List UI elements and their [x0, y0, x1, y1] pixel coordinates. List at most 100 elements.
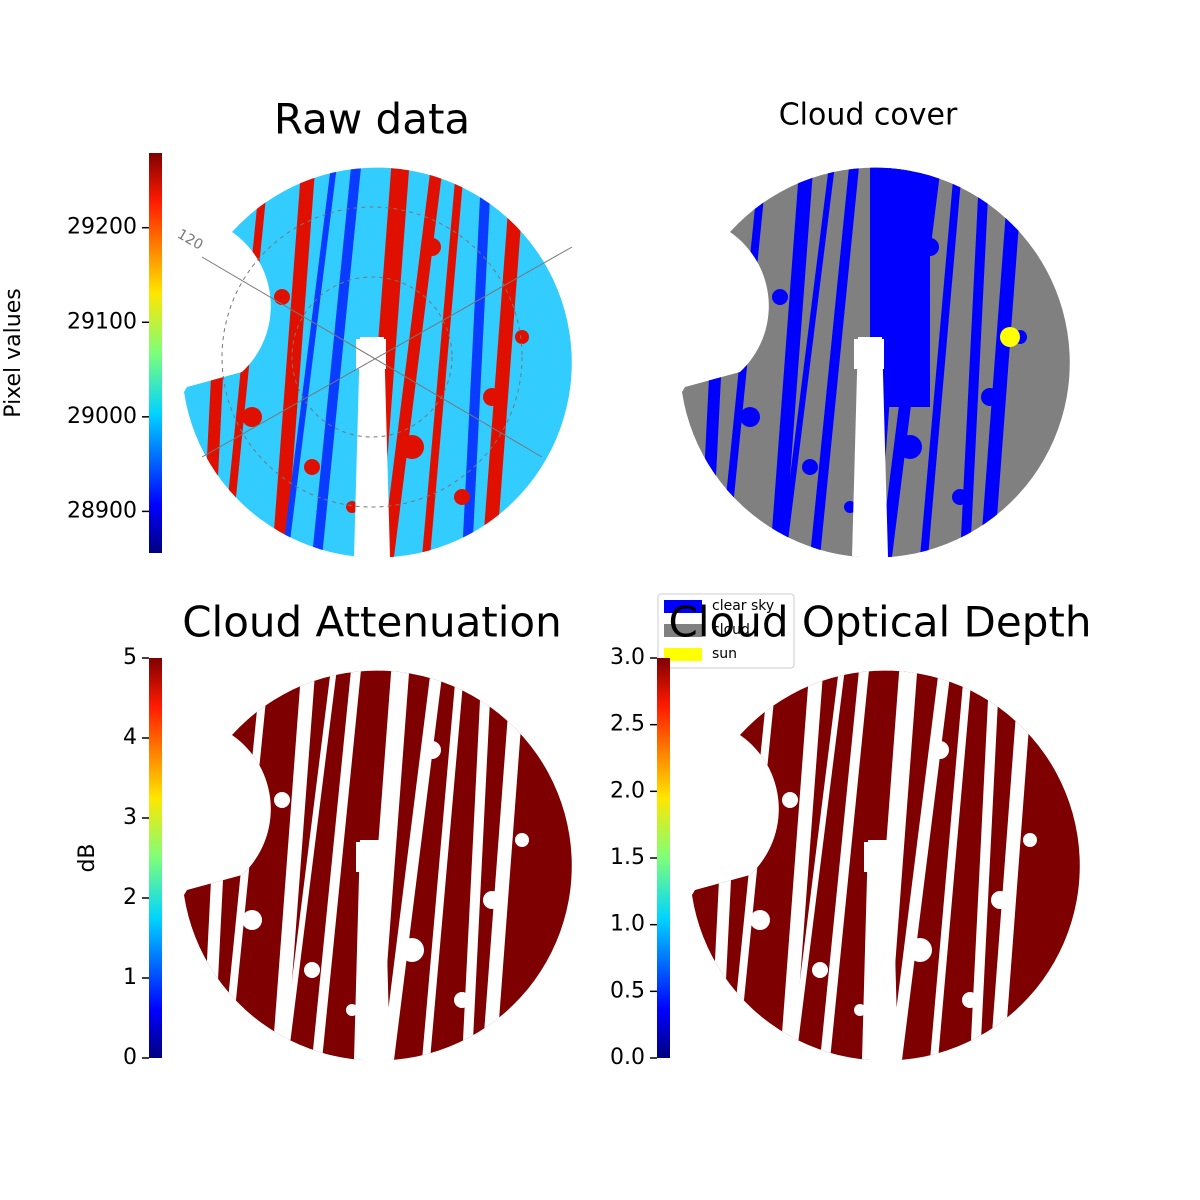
legend-label: cloud	[712, 622, 750, 638]
image-feature	[930, 670, 973, 1060]
legend-swatch	[664, 624, 702, 637]
colorbar-tick-label: 2	[123, 885, 137, 910]
legend-label: clear sky	[712, 598, 774, 614]
image-feature	[483, 388, 501, 406]
image-feature	[454, 489, 470, 505]
image-feature	[713, 350, 727, 364]
image-feature	[772, 289, 788, 305]
image-feature	[482, 670, 526, 1060]
colorbar-tick-label: 2.5	[610, 712, 645, 737]
image-feature	[304, 459, 320, 475]
image-feature	[312, 167, 362, 557]
colorbar-tick-label: 2.0	[610, 778, 645, 803]
image-feature	[483, 891, 501, 909]
image-feature	[304, 962, 320, 978]
colorbar-tick-label: 0	[123, 1045, 137, 1070]
chart-title: Cloud Optical Depth	[669, 598, 1092, 647]
colorbar-tick-label: 0.5	[610, 978, 645, 1003]
colorbar-tick-label: 1.5	[610, 845, 645, 870]
image-feature	[202, 670, 234, 1060]
image-feature	[921, 238, 939, 256]
image-feature	[515, 833, 529, 847]
legend-swatch	[664, 648, 702, 661]
image-feature	[991, 891, 1009, 909]
colorbar-tick-label: 29200	[67, 215, 137, 240]
image-feature	[382, 167, 444, 557]
colorbar-tick-label: 29100	[67, 309, 137, 334]
colorbar-tick-label: 28900	[67, 498, 137, 523]
legend-swatch	[664, 600, 702, 613]
chart-title: Raw data	[274, 95, 470, 144]
colorbar	[657, 658, 670, 1058]
image-feature	[844, 501, 856, 513]
colorbar-tick-label: 1	[123, 965, 137, 990]
image-feature	[282, 670, 338, 1060]
image-feature	[782, 792, 798, 808]
colorbar-tick-label: 29000	[67, 404, 137, 429]
image-feature	[346, 501, 358, 513]
image-feature	[820, 670, 870, 1060]
polar-grid	[201, 246, 573, 458]
image-feature	[908, 938, 932, 962]
image-feature	[750, 910, 770, 930]
mount-mask	[354, 840, 390, 1060]
mount-mask	[864, 842, 894, 872]
mount-mask	[356, 842, 386, 872]
image-feature	[242, 910, 262, 930]
image-feature	[242, 407, 262, 427]
colorbar-tick-label: 1.0	[610, 912, 645, 937]
colorbar-tick-label: 3.0	[610, 645, 645, 670]
image-feature	[780, 670, 824, 1060]
image-feature	[400, 938, 424, 962]
colorbar-tick-label: 3	[123, 805, 137, 830]
image-feature	[770, 167, 814, 557]
image-feature	[272, 670, 316, 1060]
colorbar-tick-label: 5	[123, 645, 137, 670]
image-feature	[202, 167, 234, 557]
mount-mask	[852, 337, 888, 557]
colorbar	[149, 153, 162, 553]
mount-mask	[356, 339, 386, 369]
image-feature	[740, 407, 760, 427]
image-feature	[723, 853, 737, 867]
chart-title: Cloud cover	[779, 98, 958, 133]
colorbar-tick-label: 0.0	[610, 1045, 645, 1070]
image-feature	[810, 167, 860, 557]
image-feature	[423, 238, 441, 256]
image-feature	[382, 670, 444, 1060]
image-feature	[282, 167, 338, 557]
image-feature	[272, 167, 316, 557]
polar-grid	[291, 276, 453, 438]
polar-label: 120	[174, 226, 205, 253]
image-feature	[962, 992, 978, 1008]
image	[682, 167, 1070, 557]
image-feature	[422, 670, 465, 1060]
mount-mask	[862, 840, 898, 1060]
image-feature	[462, 670, 492, 1060]
polar-grid	[221, 206, 523, 508]
image-feature	[920, 167, 963, 557]
image-feature	[274, 792, 290, 808]
mount-mask	[854, 339, 884, 369]
colorbar	[149, 658, 162, 1058]
image-feature	[462, 167, 492, 557]
colorbar-label: Pixel values	[1, 288, 26, 417]
image-feature	[700, 167, 732, 557]
image	[692, 670, 1080, 1060]
polar-grid	[201, 256, 543, 458]
colorbar-label: dB	[75, 843, 100, 872]
colorbar-tick-label: 4	[123, 725, 137, 750]
image-feature	[710, 670, 742, 1060]
image-feature	[482, 167, 526, 557]
image-feature	[400, 435, 424, 459]
image-feature	[312, 670, 362, 1060]
image-feature	[898, 435, 922, 459]
image-feature	[515, 330, 529, 344]
image-feature	[1023, 833, 1037, 847]
image-feature	[981, 388, 999, 406]
image-feature	[422, 167, 465, 557]
legend: clear sky cloud sun	[657, 593, 795, 669]
image-feature	[890, 670, 952, 1060]
image-feature	[454, 992, 470, 1008]
